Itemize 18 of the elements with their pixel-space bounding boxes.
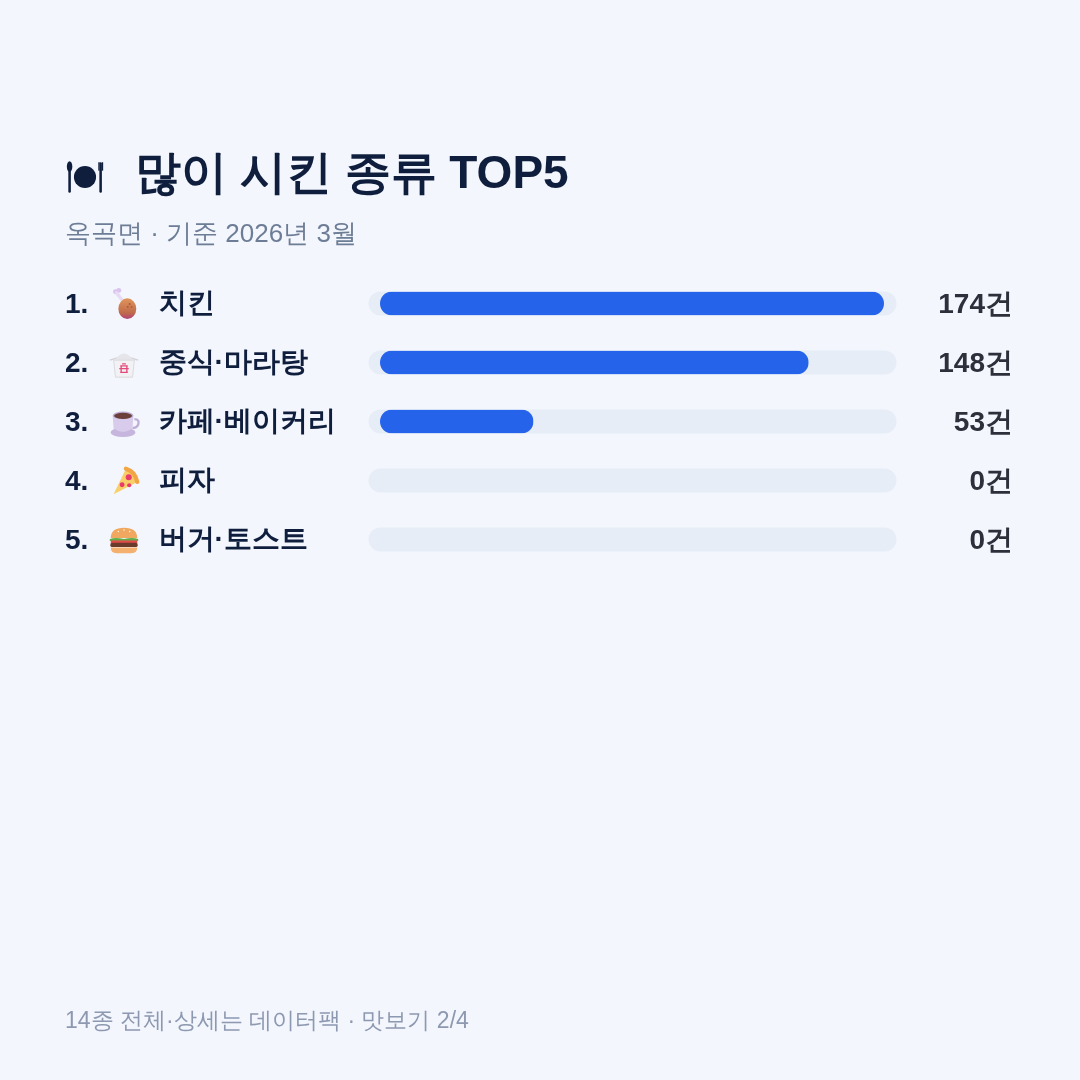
data-label: 0건 <box>969 464 1013 496</box>
data-label: 174건 <box>938 287 1013 319</box>
y-tick-label: 중식·마라탕 <box>158 345 308 377</box>
text: 14종 전체·상세는 데이터팩 · 맛보기 2/4 <box>65 1006 469 1035</box>
text: 1. <box>65 287 89 319</box>
text: 2. <box>65 346 89 378</box>
data-label: 148건 <box>938 346 1013 378</box>
chart-subtitle: 옥곡면 · 기준 2026년 3월 <box>65 217 357 250</box>
chart-title: 많이 시킨 종류 TOP5 <box>135 145 569 200</box>
text: 3. <box>65 405 89 437</box>
y-tick-label: 버거·토스트 <box>158 522 308 554</box>
data-label: 53건 <box>953 405 1013 437</box>
y-tick-label: 카페·베이커리 <box>158 404 336 436</box>
text: 5. <box>65 523 89 555</box>
data-label: 0건 <box>969 523 1013 555</box>
y-tick-label: 피자 <box>158 463 215 495</box>
text: 4. <box>65 464 89 496</box>
y-tick-label: 치킨 <box>158 286 215 318</box>
